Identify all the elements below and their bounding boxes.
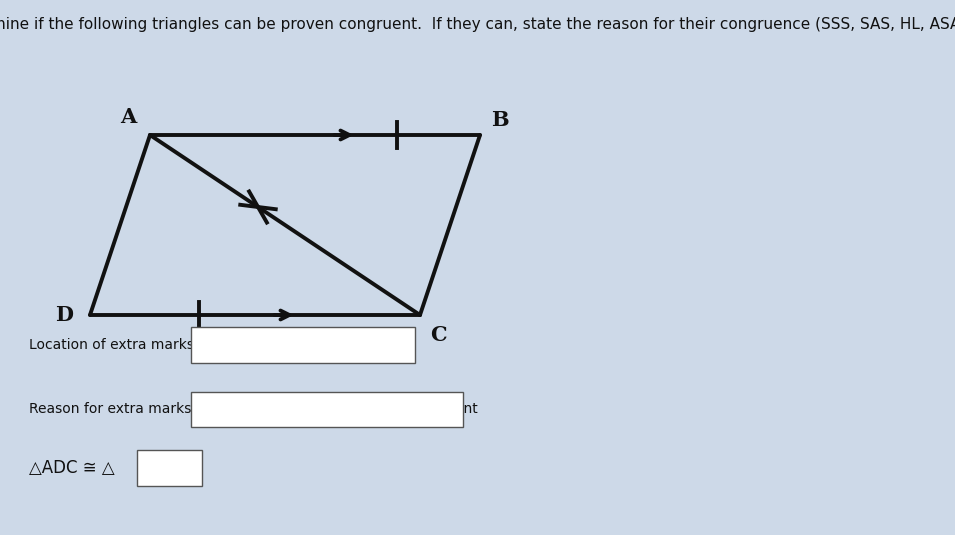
Text: B: B <box>491 110 509 130</box>
Text: ∨: ∨ <box>182 461 193 475</box>
Text: ∨: ∨ <box>396 339 406 351</box>
Text: Alternate Interior Angles are Congruent: Alternate Interior Angles are Congruent <box>203 402 478 416</box>
Text: ∨: ∨ <box>444 403 454 416</box>
Text: Location of extra marks:: Location of extra marks: <box>29 338 199 352</box>
Text: Reason for extra marks:: Reason for extra marks: <box>29 402 196 416</box>
Text: A: A <box>120 107 137 127</box>
Text: ABC: ABC <box>148 459 182 477</box>
Text: C: C <box>430 325 446 345</box>
Text: △ADC ≅ △: △ADC ≅ △ <box>29 459 115 477</box>
Text: on angles BAC and DCA: on angles BAC and DCA <box>203 338 369 352</box>
Text: Determine if the following triangles can be proven congruent.  If they can, stat: Determine if the following triangles can… <box>0 17 955 32</box>
Text: D: D <box>55 305 73 325</box>
